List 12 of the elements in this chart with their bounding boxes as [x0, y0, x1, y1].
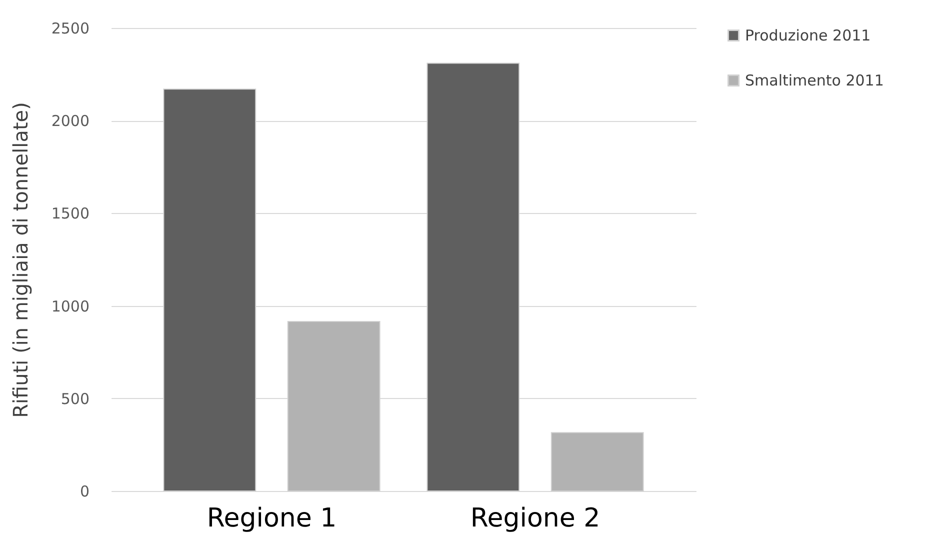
y-tick-label: 1500 — [51, 204, 90, 223]
y-axis-title: Rifiuti (in migliaia di tonnellate) — [8, 102, 32, 418]
bar — [550, 432, 644, 492]
x-tick-label: Regione 2 — [470, 504, 600, 534]
y-tick-label: 1000 — [51, 297, 90, 316]
legend-label: Produzione 2011 — [745, 26, 871, 44]
y-tick-label: 0 — [80, 482, 90, 500]
y-tick-label: 500 — [60, 390, 90, 408]
y-tick-label: 2000 — [51, 112, 90, 130]
y-tick-label: 2500 — [51, 20, 90, 38]
legend-label: Smaltimento 2011 — [745, 72, 884, 90]
x-tick-label: Regione 1 — [206, 504, 337, 534]
